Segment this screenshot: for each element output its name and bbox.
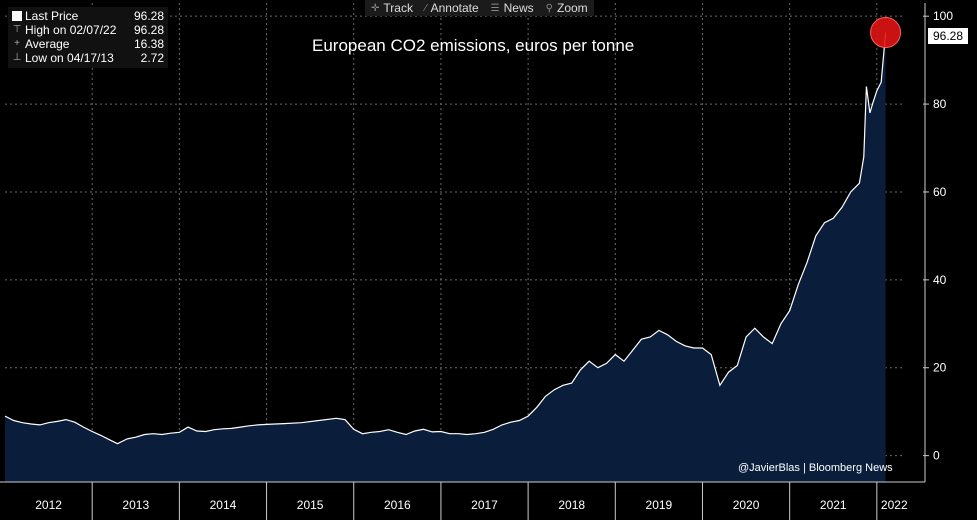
- legend-label: Low on 04/17/13: [25, 51, 114, 65]
- x-tick-label: 2020: [733, 498, 760, 512]
- toolbar-label: Annotate: [430, 1, 479, 15]
- price-area-fill: [5, 32, 886, 482]
- pencil-icon: ⁄: [424, 2, 427, 14]
- legend-label: Average: [25, 37, 70, 51]
- legend-label: Last Price: [25, 9, 79, 23]
- legend-value: 96.28: [133, 23, 164, 37]
- y-tick-label: 100: [933, 9, 953, 23]
- x-tick-label: 2015: [297, 498, 324, 512]
- toolbar-annotate-button[interactable]: ⁄ Annotate: [419, 0, 485, 16]
- legend-row-high: ⊤ High on 02/07/22 96.28: [12, 23, 164, 37]
- toolbar-track-button[interactable]: ✛ Track: [365, 0, 419, 16]
- legend-label: High on 02/07/22: [25, 23, 117, 37]
- low-marker-icon: ⊥: [12, 52, 22, 63]
- toolbar-label: News: [503, 1, 534, 15]
- chart-legend: Last Price 96.28 ⊤ High on 02/07/22 96.2…: [8, 7, 168, 68]
- toolbar-zoom-button[interactable]: ⚲ Zoom: [540, 0, 594, 16]
- chart-credit: @JavierBlas | Bloomberg News: [738, 462, 893, 474]
- toolbar-news-button[interactable]: ☰ News: [485, 0, 540, 16]
- last-price-marker: [870, 17, 902, 49]
- x-tick-label: 2021: [820, 498, 847, 512]
- y-tick-label: 80: [933, 97, 947, 111]
- legend-value: 96.28: [133, 9, 164, 23]
- legend-value: 16.38: [133, 37, 164, 51]
- legend-row-average: + Average 16.38: [12, 37, 164, 51]
- legend-value: 2.72: [140, 51, 164, 65]
- high-marker-icon: ⊤: [12, 24, 22, 35]
- y-tick-label: 40: [933, 273, 947, 287]
- x-tick-label: 2022: [881, 498, 908, 512]
- x-tick-label: 2013: [122, 498, 149, 512]
- crosshair-icon: ✛: [371, 2, 380, 14]
- magnifier-icon: ⚲: [545, 2, 553, 14]
- square-icon: [12, 11, 22, 21]
- x-tick-label: 2017: [471, 498, 498, 512]
- x-tick-label: 2016: [384, 498, 411, 512]
- chart-axes: 0 20 40 60 80 100 2012 2013 2014 2015 2016 2017 2018…: [0, 3, 953, 520]
- x-tick-label: 2012: [35, 498, 62, 512]
- legend-row-low: ⊥ Low on 04/17/13 2.72: [12, 51, 164, 65]
- toolbar-label: Zoom: [556, 1, 588, 15]
- chart-toolbar: ✛ Track ⁄ Annotate ☰ News ⚲ Zoom: [365, 0, 594, 16]
- chart-title: European CO2 emissions, euros per tonne: [312, 36, 635, 55]
- average-marker-icon: +: [14, 38, 20, 49]
- x-tick-label: 2018: [558, 498, 585, 512]
- toolbar-label: Track: [383, 1, 413, 15]
- y-tick-label: 20: [933, 361, 947, 375]
- x-tick-label: 2019: [646, 498, 673, 512]
- y-tick-label: 0: [933, 449, 940, 463]
- news-icon: ☰: [490, 2, 500, 14]
- legend-row-last-price: Last Price 96.28: [12, 9, 164, 23]
- last-price-label: 96.28: [928, 28, 968, 44]
- price-line: [4, 32, 887, 445]
- x-tick-label: 2014: [210, 498, 237, 512]
- y-tick-label: 60: [933, 185, 947, 199]
